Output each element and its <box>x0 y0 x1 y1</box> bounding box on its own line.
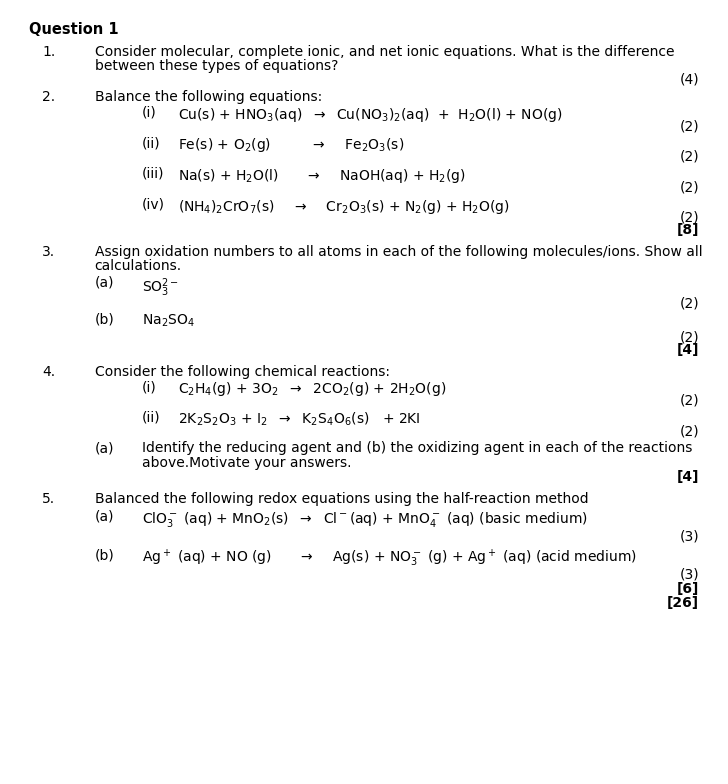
Text: (2): (2) <box>679 394 699 408</box>
Text: Assign oxidation numbers to all atoms in each of the following molecules/ions. S: Assign oxidation numbers to all atoms in… <box>95 245 703 259</box>
Text: calculations.: calculations. <box>95 259 182 273</box>
Text: C$_2$H$_4$(g) + 3O$_2$  $\rightarrow$  2CO$_2$(g) + 2H$_2$O(g): C$_2$H$_4$(g) + 3O$_2$ $\rightarrow$ 2CO… <box>178 380 447 398</box>
Text: 4.: 4. <box>42 365 55 379</box>
Text: Na$_2$SO$_4$: Na$_2$SO$_4$ <box>142 313 195 329</box>
Text: (4): (4) <box>679 72 699 86</box>
Text: between these types of equations?: between these types of equations? <box>95 59 338 73</box>
Text: Balanced the following redox equations using the half-reaction method: Balanced the following redox equations u… <box>95 492 588 506</box>
Text: [8]: [8] <box>676 223 699 238</box>
Text: (b): (b) <box>95 313 114 327</box>
Text: (2): (2) <box>679 119 699 133</box>
Text: Fe(s) + O$_2$(g)         $\rightarrow$    Fe$_2$O$_3$(s): Fe(s) + O$_2$(g) $\rightarrow$ Fe$_2$O$_… <box>178 136 405 154</box>
Text: (b): (b) <box>95 548 114 562</box>
Text: (3): (3) <box>679 529 699 543</box>
Text: 5.: 5. <box>42 492 55 506</box>
Text: Ag$^+$ (aq) + NO (g)      $\rightarrow$    Ag(s) + NO$_3^-$ (g) + Ag$^+$ (aq) (a: Ag$^+$ (aq) + NO (g) $\rightarrow$ Ag(s)… <box>142 548 637 569</box>
Text: Question 1: Question 1 <box>29 22 119 37</box>
Text: [6]: [6] <box>676 582 699 596</box>
Text: (2): (2) <box>679 211 699 225</box>
Text: [26]: [26] <box>667 596 699 610</box>
Text: (NH$_4$)$_2$CrO$_7$(s)    $\rightarrow$    Cr$_2$O$_3$(s) + N$_2$(g) + H$_2$O(g): (NH$_4$)$_2$CrO$_7$(s) $\rightarrow$ Cr$… <box>178 198 510 216</box>
Text: (2): (2) <box>679 180 699 194</box>
Text: Balance the following equations:: Balance the following equations: <box>95 90 322 104</box>
Text: (iii): (iii) <box>142 167 165 181</box>
Text: above.Motivate your answers.: above.Motivate your answers. <box>142 456 352 470</box>
Text: (ii): (ii) <box>142 136 161 151</box>
Text: (a): (a) <box>95 441 114 456</box>
Text: (2): (2) <box>679 424 699 438</box>
Text: (2): (2) <box>679 331 699 345</box>
Text: 1.: 1. <box>42 45 55 59</box>
Text: Consider the following chemical reactions:: Consider the following chemical reaction… <box>95 365 389 379</box>
Text: Na(s) + H$_2$O(l)      $\rightarrow$    NaOH(aq) + H$_2$(g): Na(s) + H$_2$O(l) $\rightarrow$ NaOH(aq)… <box>178 167 466 185</box>
Text: 3.: 3. <box>42 245 55 259</box>
Text: (3): (3) <box>679 568 699 582</box>
Text: Identify the reducing agent and (b) the oxidizing agent in each of the reactions: Identify the reducing agent and (b) the … <box>142 441 692 456</box>
Text: ClO$_3^-$ (aq) + MnO$_2$(s)  $\rightarrow$  Cl$^-$(aq) + MnO$_4^-$ (aq) (basic m: ClO$_3^-$ (aq) + MnO$_2$(s) $\rightarrow… <box>142 510 587 528</box>
Text: (a): (a) <box>95 510 114 524</box>
Text: 2K$_2$S$_2$O$_3$ + I$_2$  $\rightarrow$  K$_2$S$_4$O$_6$(s)   + 2KI: 2K$_2$S$_2$O$_3$ + I$_2$ $\rightarrow$ K… <box>178 411 421 428</box>
Text: SO$_3^{2-}$: SO$_3^{2-}$ <box>142 276 179 299</box>
Text: (a): (a) <box>95 276 114 290</box>
Text: Consider molecular, complete ionic, and net ionic equations. What is the differe: Consider molecular, complete ionic, and … <box>95 45 674 59</box>
Text: 2.: 2. <box>42 90 55 104</box>
Text: (iv): (iv) <box>142 198 165 212</box>
Text: (ii): (ii) <box>142 411 161 425</box>
Text: (i): (i) <box>142 380 157 394</box>
Text: (2): (2) <box>679 296 699 310</box>
Text: Cu(s) + HNO$_3$(aq)  $\rightarrow$  Cu(NO$_3$)$_2$(aq)  +  H$_2$O(l) + NO(g): Cu(s) + HNO$_3$(aq) $\rightarrow$ Cu(NO$… <box>178 106 563 124</box>
Text: [4]: [4] <box>676 343 699 358</box>
Text: (2): (2) <box>679 150 699 164</box>
Text: [4]: [4] <box>676 470 699 485</box>
Text: (i): (i) <box>142 106 157 120</box>
